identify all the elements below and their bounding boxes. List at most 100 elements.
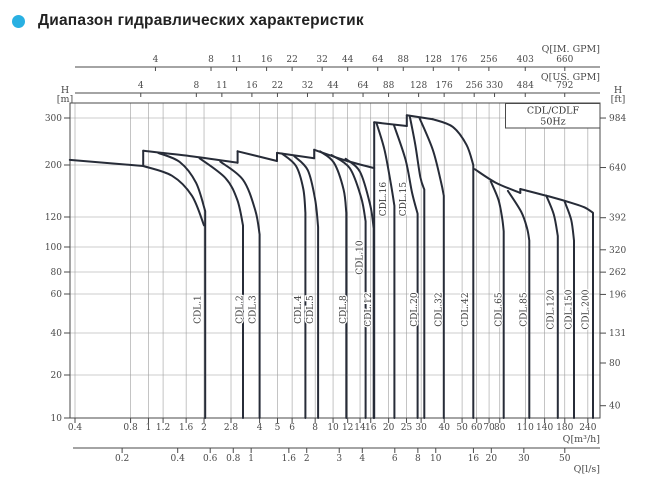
ls-tick-label: 3 bbox=[336, 454, 342, 464]
flow-axis-m3h: Q[m³/h] 0.4 0.8 1 1.2 1.6 2 2.8 4 5 6 8 10 12 14 16 20 2… bbox=[68, 418, 600, 445]
im_gpm-tick-label: 403 bbox=[517, 55, 534, 65]
m3h-tick-label: 12 bbox=[342, 423, 353, 433]
chart-gridlines bbox=[70, 103, 600, 419]
im_gpm-tick-label: 4 bbox=[153, 55, 159, 65]
plot-frame bbox=[69, 102, 601, 419]
ls-tick-label: 0.8 bbox=[226, 454, 241, 464]
ls-tick-label: 16 bbox=[468, 454, 480, 464]
pump-label-cdl32: CDL.32 bbox=[435, 292, 445, 326]
m3h-tick-label: 2 bbox=[201, 423, 207, 433]
m3h-tick-label: 50 bbox=[456, 423, 468, 433]
fall-cdl5 bbox=[293, 155, 320, 419]
fall-cdl2 bbox=[198, 157, 244, 419]
ceiling-h bbox=[473, 168, 522, 194]
h-ft-tick-label: 640 bbox=[609, 164, 626, 174]
us_gpm-tick-label: 128 bbox=[410, 81, 427, 91]
ls-tick-label: 1.6 bbox=[282, 454, 297, 464]
ceiling-a bbox=[68, 158, 145, 167]
h-ft-tick-label: 262 bbox=[609, 268, 626, 278]
h-ft-tick-label: 984 bbox=[609, 114, 626, 124]
pump-label-cdl20: CDL.20 bbox=[410, 292, 420, 327]
pump-label-cdl85: CDL.85 bbox=[519, 292, 529, 327]
ceiling-b bbox=[142, 149, 239, 164]
m3h-tick-label: 1 bbox=[146, 423, 152, 433]
m3h-tick-label: 80 bbox=[494, 423, 506, 433]
m3h-tick-label: 0.4 bbox=[68, 423, 83, 433]
axis-label-us-gpm: Q[US. GPM] bbox=[541, 72, 600, 83]
m3h-tick-label: 1.2 bbox=[156, 423, 170, 433]
us_gpm-tick-label: 44 bbox=[327, 81, 339, 91]
fall-cdl8 bbox=[319, 150, 348, 419]
pump-label-cdl65: CDL.65 bbox=[495, 292, 505, 327]
pump-label-cdl2: CDL.2 bbox=[236, 295, 246, 324]
pump-label-cdl120: CDL.120 bbox=[547, 289, 557, 329]
h-m-tick-label: 20 bbox=[51, 371, 63, 381]
h-m-tick-label: 80 bbox=[51, 268, 63, 278]
m3h-tick-label: 1.6 bbox=[179, 423, 194, 433]
im_gpm-tick-label: 660 bbox=[556, 55, 573, 65]
axis-label-ls: Q[l/s] bbox=[574, 464, 600, 475]
m3h-tick-label: 8 bbox=[312, 423, 318, 433]
pump-label-cdl3: CDL.3 bbox=[249, 295, 259, 324]
im_gpm-tick-label: 44 bbox=[342, 55, 354, 65]
m3h-tick-label: 14 bbox=[354, 423, 366, 433]
im_gpm-tick-label: 128 bbox=[425, 55, 442, 65]
title-bullet-icon bbox=[12, 15, 25, 28]
m3h-tick-label: 240 bbox=[579, 423, 596, 433]
flow-axis-ls: Q[l/s] 0.2 0.4 0.6 0.8 1 1.6 2 3 4 6 8 10 16 20 30 50 bbox=[73, 447, 600, 475]
title-row: Диапазон гидравлических характеристик bbox=[0, 0, 650, 40]
h-m-tick-label: 40 bbox=[51, 329, 63, 339]
fall-cdl1 bbox=[157, 151, 207, 419]
fall-cdl120 bbox=[545, 194, 559, 419]
us_gpm-tick-label: 330 bbox=[486, 81, 503, 91]
axis-label-h-ft-unit: [ft] bbox=[611, 94, 626, 105]
pump-label-cdl8: CDL.8 bbox=[339, 295, 349, 324]
us_gpm-tick-label: 4 bbox=[138, 81, 144, 91]
series-name: CDL/CDLF bbox=[527, 106, 580, 117]
us_gpm-tick-label: 176 bbox=[436, 81, 453, 91]
pump-label-cdl1: CDL.1 bbox=[193, 295, 203, 324]
h-m-tick-label: 10 bbox=[51, 414, 63, 424]
head-axis-feet: H [ft] 984 640 392 320 262 196 131 80 40 bbox=[600, 85, 626, 412]
us_gpm-tick-label: 11 bbox=[216, 81, 227, 91]
pump-label-cdl4: CDL.4 bbox=[294, 295, 304, 324]
m3h-tick-label: 40 bbox=[438, 423, 450, 433]
ls-tick-label: 10 bbox=[430, 454, 442, 464]
h-ft-tick-label: 320 bbox=[609, 246, 626, 256]
ls-tick-label: 2 bbox=[304, 454, 310, 464]
fall-cdl4 bbox=[280, 152, 307, 419]
im_gpm-tick-label: 22 bbox=[286, 55, 297, 65]
ls-tick-label: 50 bbox=[559, 454, 571, 464]
im_gpm-tick-label: 64 bbox=[372, 55, 384, 65]
pump-label-cdl15: CDL.15 bbox=[399, 182, 409, 217]
fall-cdl20 bbox=[408, 114, 426, 419]
fall-cdl42 bbox=[431, 118, 475, 419]
axis-label-h: H bbox=[61, 85, 69, 96]
fall-cdl12 bbox=[344, 157, 375, 419]
im_gpm-tick-label: 32 bbox=[316, 55, 327, 65]
im_gpm-tick-label: 11 bbox=[231, 55, 242, 65]
m3h-tick-label: 30 bbox=[415, 423, 427, 433]
im_gpm-tick-label: 8 bbox=[208, 55, 214, 65]
axis-label-h-m-unit: [m] bbox=[57, 94, 73, 105]
h-ft-tick-label: 131 bbox=[609, 329, 626, 339]
m3h-tick-label: 5 bbox=[275, 423, 281, 433]
h-m-tick-label: 100 bbox=[45, 243, 62, 253]
ls-tick-label: 20 bbox=[486, 454, 498, 464]
pump-label-cdl5: CDL.5 bbox=[306, 295, 316, 324]
pump-label-cdl10: CDL.10 bbox=[356, 240, 366, 275]
m3h-tick-label: 10 bbox=[327, 423, 339, 433]
us_gpm-tick-label: 64 bbox=[357, 81, 369, 91]
im_gpm-tick-label: 88 bbox=[398, 55, 410, 65]
pump-label-cdl200: CDL.200 bbox=[582, 289, 592, 329]
m3h-tick-label: 4 bbox=[257, 423, 263, 433]
fall-cdl200 bbox=[519, 188, 594, 419]
pump-label-cdl150: CDL.150 bbox=[564, 289, 574, 329]
ls-tick-label: 6 bbox=[392, 454, 398, 464]
head-axis-meters: H [m] 300 200 120 100 80 60 40 20 10 bbox=[45, 85, 73, 424]
ls-tick-label: 30 bbox=[518, 454, 530, 464]
axis-label-h-ft: H bbox=[614, 85, 622, 96]
fall-cdl3 bbox=[219, 160, 261, 419]
